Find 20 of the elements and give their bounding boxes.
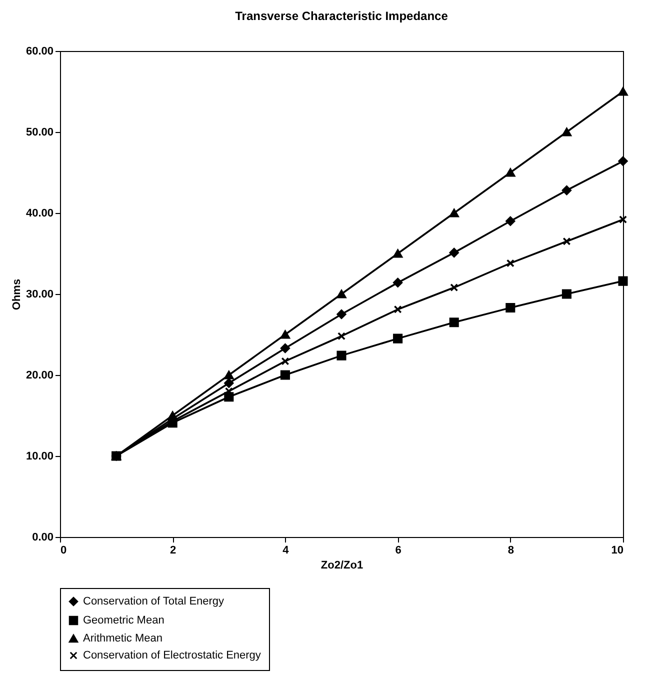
x-tick-label: 6	[395, 544, 402, 556]
x-tick-label: 0	[60, 544, 67, 556]
y-tick-label: 0.00	[32, 532, 54, 544]
x-tick-label: 10	[611, 544, 624, 556]
x-axis-title: Zo2/Zo1	[320, 560, 364, 572]
chart-title: Transverse Characteristic Impedance	[235, 9, 448, 23]
legend-label: Conservation of Total Energy	[83, 596, 225, 608]
legend-label: Conservation of Electrostatic Energy	[83, 650, 262, 662]
x-tick-label: 2	[170, 544, 176, 556]
legend-label: Arithmetic Mean	[83, 632, 162, 644]
y-tick-label: 50.00	[26, 126, 54, 138]
y-tick-label: 20.00	[26, 370, 54, 382]
y-tick-label: 30.00	[26, 288, 54, 300]
x-tick-label: 4	[282, 544, 290, 556]
legend-label: Geometric Mean	[83, 614, 164, 626]
y-axis-title: Ohms	[10, 278, 23, 310]
x-tick-label: 8	[508, 544, 514, 556]
y-tick-label: 60.00	[26, 46, 54, 58]
y-tick-label: 40.00	[26, 208, 54, 220]
y-tick-label: 10.00	[26, 450, 54, 462]
